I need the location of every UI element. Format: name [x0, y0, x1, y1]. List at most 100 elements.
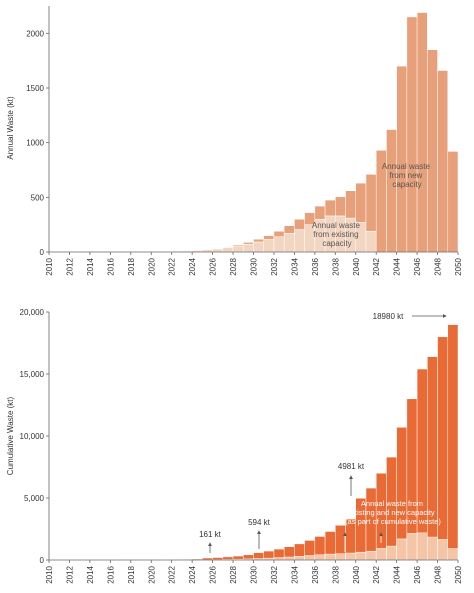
cumulative-chart-x-tick-label: 2030 [250, 565, 259, 583]
bar-annual-waste [416, 532, 428, 561]
bar-annual-waste [447, 548, 459, 561]
annual-chart-x-tick-label: 2050 [454, 257, 463, 275]
cumulative-chart-x-tick-label: 2050 [454, 565, 463, 583]
cumulative-chart-x-tick-label: 2020 [147, 565, 156, 583]
annotation-annual-waste-cumulative: Annual waste from existing and new capac… [343, 499, 441, 552]
svg-text:4981 kt: 4981 kt [338, 462, 365, 471]
bar-new-capacity [263, 235, 275, 240]
cumulative-chart-y-tick-label: 0 [40, 556, 45, 565]
annual-chart-y-tick-label: 1500 [26, 84, 44, 93]
bar-new-capacity [406, 16, 418, 253]
bar-existing-capacity [294, 229, 305, 253]
svg-text:161 kt: 161 kt [199, 530, 222, 539]
bar-existing-capacity [283, 233, 295, 253]
bar-new-capacity [396, 65, 408, 253]
bar-cumulative-waste [427, 356, 438, 561]
bar-annual-waste [437, 539, 449, 561]
annual-chart-x-tick-label: 2048 [434, 257, 443, 275]
cumulative-chart-x-tick-label: 2012 [65, 565, 74, 583]
bar-new-capacity [232, 244, 244, 247]
bar-cumulative-waste [416, 368, 428, 561]
cumulative-chart-x-tick-label: 2046 [413, 565, 422, 583]
cumulative-chart-x-tick-label: 2048 [434, 565, 443, 583]
bar-new-capacity [243, 242, 254, 245]
annual-chart-y-tick-label: 0 [40, 248, 45, 257]
cumulative-chart-y-tick-label: 5,000 [24, 494, 45, 503]
svg-text:Annual waste from exis: Annual waste from existing and new capac… [345, 499, 441, 526]
bar-annual-waste [304, 555, 316, 561]
annual-chart-x-tick-label: 2020 [147, 257, 156, 275]
bar-new-capacity [324, 199, 336, 217]
bar-annual-waste [427, 536, 438, 561]
annual-chart-x-tick-label: 2022 [168, 257, 177, 275]
bar-existing-capacity [222, 247, 234, 253]
bar-new-capacity [427, 49, 438, 253]
annual-chart-ylabel: Annual Waste (kt) [6, 96, 15, 160]
bar-annual-waste [375, 548, 387, 561]
annual-chart-x-tick-label: 2042 [372, 257, 381, 275]
cumulative-chart-x-tick-label: 2040 [352, 565, 361, 583]
cumulative-chart-y-tick-label: 15,000 [20, 370, 45, 379]
bar-new-capacity [335, 196, 346, 217]
bar-existing-capacity [253, 241, 264, 253]
cumulative-chart-x-tick-label: 2044 [393, 565, 402, 583]
bar-new-capacity [294, 218, 305, 230]
cumulative-chart-x-ticks: 2010 2012 2014 2016 2018 2020 2022 2024 2026 2028… [45, 560, 463, 584]
cumulative-waste-chart: Cumulative Waste (kt) 0 5,000 10,000 15,000… [6, 308, 463, 584]
bar-new-capacity [345, 190, 356, 219]
cumulative-chart-y-tick-label: 10,000 [20, 432, 45, 441]
bar-existing-capacity [243, 243, 254, 253]
bar-new-capacity [253, 238, 264, 243]
bar-existing-capacity [232, 245, 244, 253]
annual-chart-x-tick-label: 2026 [209, 257, 218, 275]
annual-chart-x-tick-label: 2036 [311, 257, 320, 275]
cumulative-chart-ylabel: Cumulative Waste (kt) [6, 396, 15, 475]
bar-cumulative-waste [437, 336, 449, 561]
bar-annual-waste [386, 545, 397, 561]
bar-new-capacity [447, 151, 459, 253]
cumulative-chart-x-tick-label: 2016 [106, 565, 115, 583]
bar-new-capacity [283, 225, 295, 234]
bar-new-capacity [416, 12, 428, 253]
bar-cumulative-waste [447, 324, 459, 561]
bar-new-capacity [355, 182, 367, 223]
cumulative-chart-x-tick-label: 2038 [331, 565, 340, 583]
svg-text:18980 kt: 18980 kt [373, 312, 404, 321]
annotation-4981kt: 4981 kt [338, 462, 365, 496]
annotation-161kt: 161 kt [199, 530, 222, 553]
cumulative-chart-x-tick-label: 2026 [209, 565, 218, 583]
cumulative-chart-x-tick-label: 2036 [311, 565, 320, 583]
bar-annual-waste [283, 556, 295, 561]
bar-new-capacity [222, 246, 234, 248]
cumulative-chart-x-tick-label: 2018 [127, 565, 136, 583]
annotation-existing-capacity: Annual waste from existing capacity [312, 221, 362, 248]
bar-annual-waste [294, 556, 305, 561]
annual-chart-bars [140, 12, 459, 253]
annotation-594kt: 594 kt [248, 518, 271, 549]
bar-existing-capacity [212, 248, 224, 253]
cumulative-chart-y-ticks: 0 5,000 10,000 15,000 20,000 [20, 308, 49, 565]
annual-chart-x-tick-label: 2016 [106, 257, 115, 275]
bar-annual-waste [396, 538, 408, 561]
bar-annual-waste [314, 554, 326, 561]
annual-chart-y-tick-label: 1000 [26, 139, 44, 148]
annotation-new-capacity: Annual waste from new capacity [382, 162, 432, 189]
bar-annual-waste [324, 553, 336, 561]
bar-new-capacity [273, 230, 285, 237]
cumulative-chart-x-tick-label: 2042 [372, 565, 381, 583]
cumulative-chart-x-tick-label: 2028 [229, 565, 238, 583]
bar-new-capacity [314, 205, 326, 220]
annual-chart-x-tick-label: 2024 [188, 257, 197, 275]
annual-chart-x-tick-label: 2010 [45, 257, 54, 275]
annual-chart-x-tick-label: 2040 [352, 257, 361, 275]
annual-chart-x-tick-label: 2046 [413, 257, 422, 275]
bar-existing-capacity [365, 230, 377, 253]
annual-chart-x-tick-label: 2014 [86, 257, 95, 275]
annual-chart-x-tick-label: 2034 [290, 257, 299, 275]
annual-chart-x-tick-label: 2028 [229, 257, 238, 275]
annual-chart-y-tick-label: 500 [31, 193, 45, 202]
svg-text:594 kt: 594 kt [248, 518, 271, 527]
cumulative-chart-x-tick-label: 2032 [270, 565, 279, 583]
